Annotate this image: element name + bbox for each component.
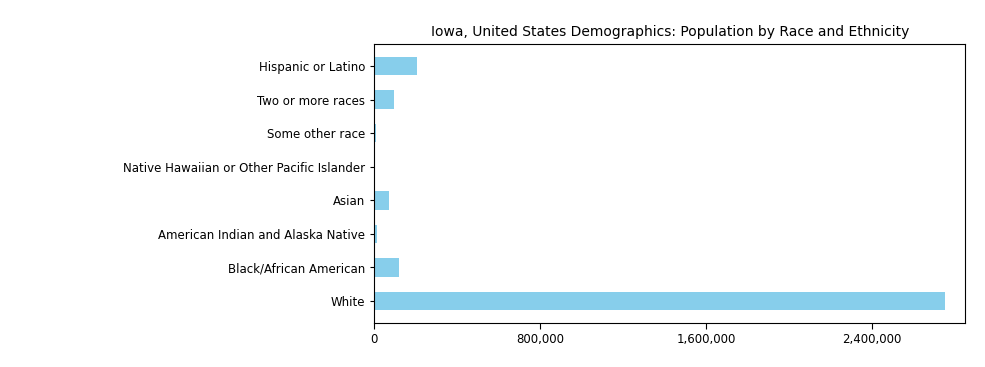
Bar <box>374 124 376 142</box>
Bar <box>374 90 394 109</box>
Title: Iowa, United States Demographics: Population by Race and Ethnicity: Iowa, United States Demographics: Popula… <box>430 25 909 39</box>
Bar <box>374 258 399 277</box>
Bar <box>374 225 376 243</box>
Bar <box>374 292 945 310</box>
Bar <box>374 191 389 210</box>
Bar <box>374 57 417 75</box>
